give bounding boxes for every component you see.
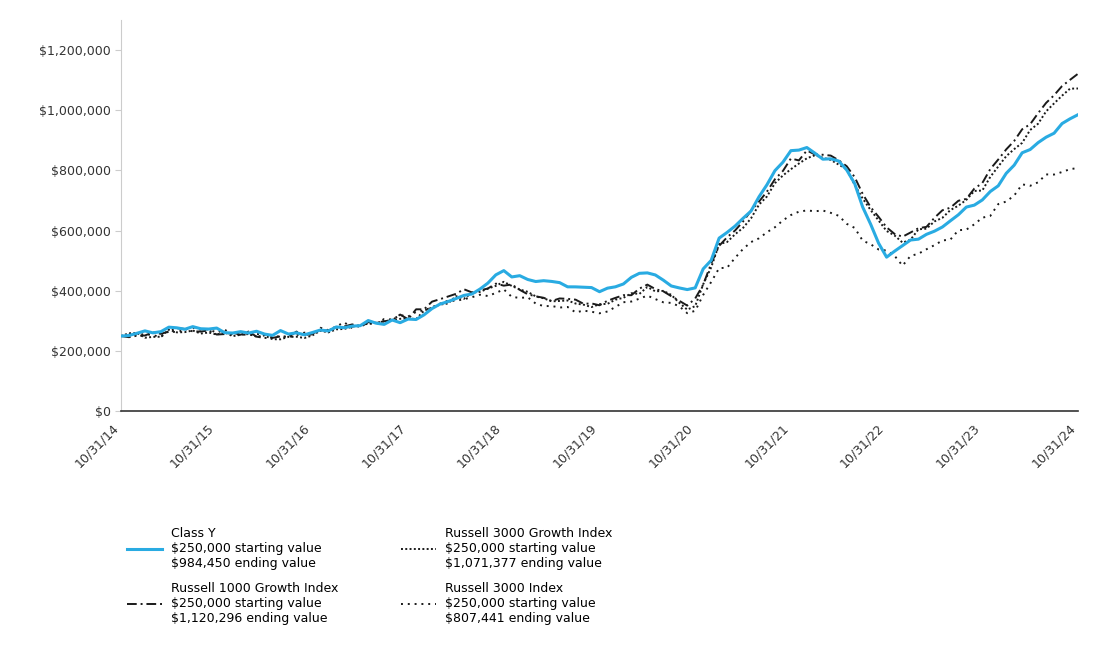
Legend: Class Y
$250,000 starting value
$984,450 ending value, Russell 1000 Growth Index: Class Y $250,000 starting value $984,450…	[128, 528, 612, 624]
